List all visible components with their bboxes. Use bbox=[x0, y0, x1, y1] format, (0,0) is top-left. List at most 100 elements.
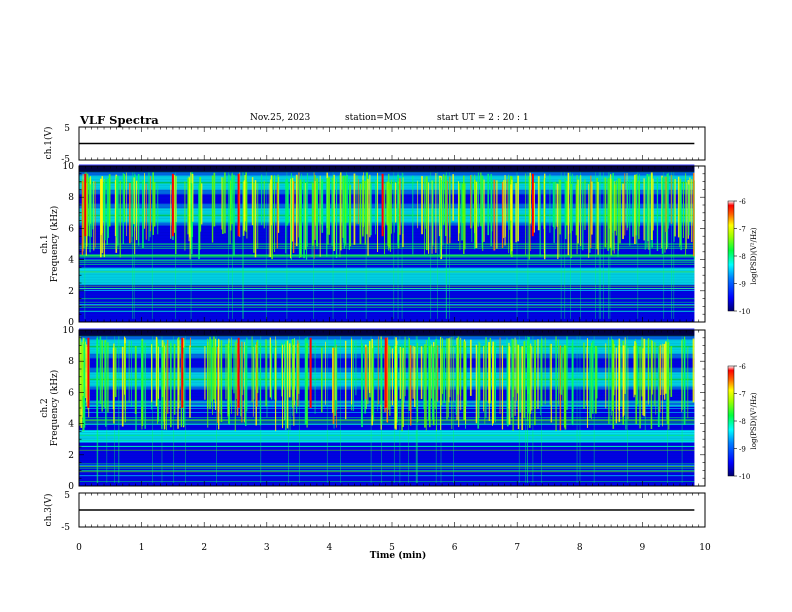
x-tick-label: 10 bbox=[699, 543, 711, 553]
spectrogram-band bbox=[79, 456, 695, 459]
spectrogram-band bbox=[79, 425, 695, 428]
spectrogram-band bbox=[79, 457, 695, 460]
spectrogram-band bbox=[79, 292, 695, 295]
spectrogram-band bbox=[79, 454, 695, 457]
chart-title: VLF Spectra bbox=[80, 113, 159, 127]
x-tick-label: 1 bbox=[139, 543, 145, 553]
spectrogram-band bbox=[79, 429, 695, 432]
colorbar-tick-label: -8 bbox=[739, 418, 746, 426]
spectrogram-band bbox=[79, 471, 695, 474]
x-tick-label: 6 bbox=[452, 543, 458, 553]
spectrogram-band bbox=[79, 180, 695, 182]
spectrogram-band bbox=[79, 468, 695, 471]
spectrogram-band bbox=[79, 293, 695, 296]
spectrogram-band bbox=[79, 264, 695, 267]
ch1-spectrogram-ylabel-channel: ch.1 bbox=[40, 234, 50, 253]
spectrogram-band bbox=[79, 451, 695, 454]
spectrogram-band bbox=[79, 273, 695, 276]
spectrogram-band bbox=[79, 290, 695, 293]
x-tick-label: 4 bbox=[327, 543, 333, 553]
spectrogram-band bbox=[79, 239, 695, 242]
spectrogram-band bbox=[79, 262, 695, 265]
x-tick-label: 9 bbox=[640, 543, 646, 553]
ch2-spectrogram-image bbox=[78, 328, 695, 487]
spectrogram-band bbox=[79, 328, 695, 331]
ch1-tick-marks bbox=[78, 127, 706, 160]
ch2-colorbar: -6 -7 -8 -9 -10 log(PSD)(V²/Hz) bbox=[727, 363, 758, 481]
spectrogram-band bbox=[79, 225, 695, 228]
frequency-tick-label: 8 bbox=[68, 357, 74, 367]
spectrogram-band bbox=[79, 312, 695, 315]
spectrogram-band bbox=[79, 428, 695, 431]
x-axis-tick-labels: 0 1 2 3 4 5 6 7 8 9 10 bbox=[76, 543, 711, 553]
spectrogram-band bbox=[79, 320, 695, 323]
colorbar-tick-label: -6 bbox=[739, 363, 746, 371]
spectrogram-band bbox=[79, 176, 695, 179]
spectrogram-band bbox=[79, 164, 695, 167]
ch2-spectrogram-ytick-labels: 0 2 4 6 8 10 bbox=[63, 326, 75, 492]
spectrogram-band bbox=[79, 297, 695, 299]
spectrogram-band bbox=[79, 314, 695, 317]
spectrogram-band bbox=[79, 303, 695, 306]
spectrogram-band bbox=[79, 240, 695, 243]
spectrogram-band bbox=[79, 229, 695, 232]
frequency-tick-label: 4 bbox=[68, 256, 74, 266]
spectrogram-band bbox=[79, 226, 695, 229]
spectrogram-band bbox=[79, 453, 695, 456]
spectrogram-band bbox=[79, 436, 695, 438]
spectrogram-band bbox=[79, 422, 695, 424]
spectrogram-band bbox=[79, 250, 695, 253]
spectrogram-band bbox=[79, 231, 695, 234]
spectrogram-band bbox=[79, 178, 695, 181]
spectrogram-band bbox=[79, 470, 695, 473]
ch3-ytick-bottom: -5 bbox=[61, 523, 70, 533]
ch3-tick-marks bbox=[78, 493, 706, 527]
frequency-tick-label: 10 bbox=[63, 162, 75, 172]
spectrogram-top-cap bbox=[79, 166, 695, 173]
spectrogram-band bbox=[79, 276, 695, 279]
x-tick-label: 8 bbox=[577, 543, 583, 553]
spectrogram-band bbox=[79, 279, 695, 282]
colorbar-tick-label: -8 bbox=[739, 253, 746, 261]
spectrogram-band bbox=[79, 283, 695, 285]
spectrogram-band bbox=[79, 478, 695, 481]
frequency-tick-label: 2 bbox=[68, 287, 74, 297]
ch2-colorbar-label: log(PSD)(V²/Hz) bbox=[750, 392, 758, 449]
frequency-tick-label: 6 bbox=[68, 224, 74, 234]
spectrogram-band bbox=[79, 267, 695, 270]
colorbar-tick-label: -10 bbox=[739, 473, 750, 481]
spectrogram-band bbox=[79, 481, 695, 484]
spectrogram-band bbox=[79, 317, 695, 320]
spectrogram-band bbox=[79, 307, 695, 310]
ch1-colorbar: -6 -7 -8 -9 -10 log(PSD)(V²/Hz) bbox=[727, 198, 758, 316]
colorbar-tick-label: -10 bbox=[739, 308, 750, 316]
spectrogram-band bbox=[79, 309, 695, 312]
spectrogram-band bbox=[79, 484, 695, 487]
spectrogram-band bbox=[79, 236, 695, 239]
x-tick-label: 5 bbox=[389, 543, 395, 553]
ch1-spectrogram-ylabel-frequency: Frequency (kHz) bbox=[49, 206, 60, 283]
spectrogram-band bbox=[79, 233, 695, 235]
x-tick-label: 2 bbox=[201, 543, 207, 553]
date-label: Nov.25, 2023 bbox=[250, 113, 311, 123]
spectrogram-band bbox=[79, 318, 695, 321]
x-axis-label: Time (min) bbox=[370, 550, 427, 561]
spectrogram-band bbox=[79, 270, 695, 273]
frequency-tick-label: 0 bbox=[68, 318, 74, 328]
spectrogram-band bbox=[79, 300, 695, 303]
spectrogram-top-cap bbox=[79, 330, 695, 337]
spectrogram-band bbox=[79, 482, 695, 485]
frequency-tick-label: 0 bbox=[68, 482, 74, 492]
spectrogram-band bbox=[79, 228, 695, 231]
spectrogram-band bbox=[79, 311, 695, 313]
ch1-colorbar-scale bbox=[727, 200, 735, 312]
spectrogram-band bbox=[79, 315, 695, 318]
spectrogram-band bbox=[79, 439, 695, 442]
spectrogram-band bbox=[79, 443, 695, 446]
station-label: station=MOS bbox=[345, 113, 407, 123]
spectrogram-band bbox=[79, 258, 695, 260]
spectrogram-band bbox=[79, 476, 695, 479]
colorbar-tick-label: -7 bbox=[739, 391, 746, 399]
spectrogram-band bbox=[79, 437, 695, 440]
